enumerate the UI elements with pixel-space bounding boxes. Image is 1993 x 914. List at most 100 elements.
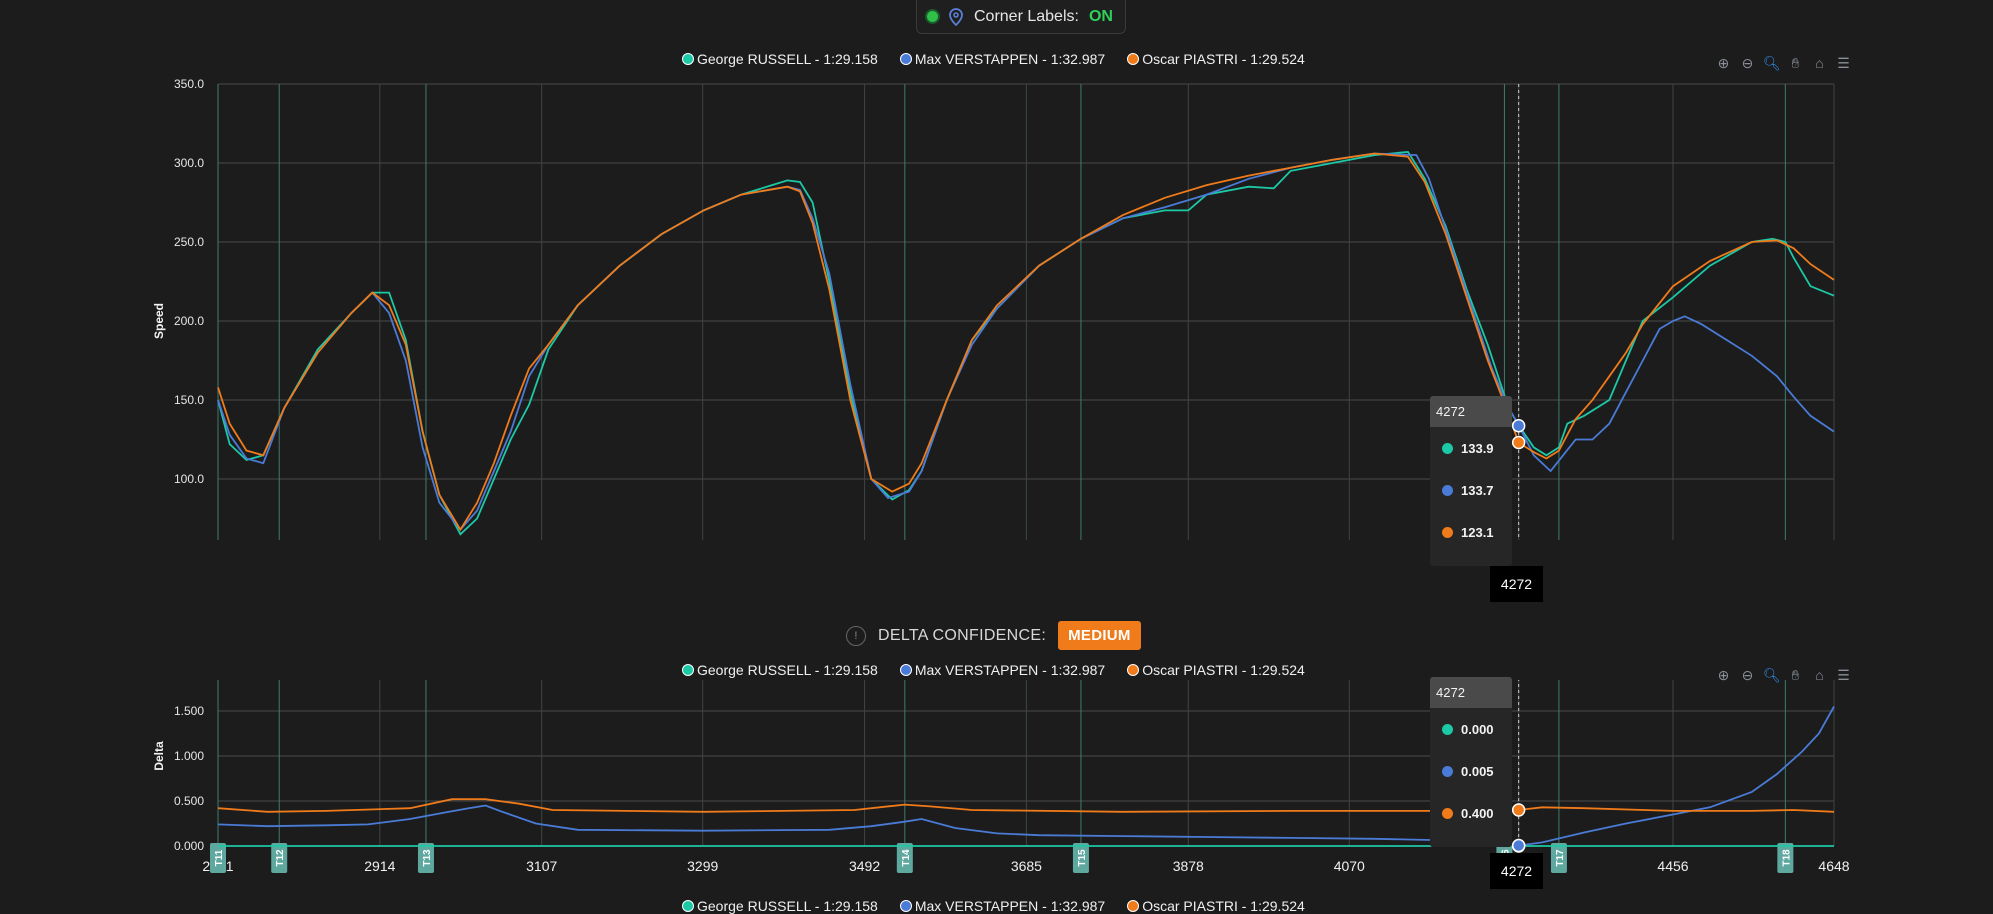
speed-crosshair-x-label: 4272: [1490, 566, 1543, 602]
corner-badge: [1072, 843, 1089, 873]
delta-tooltip: 4272 0.000 0.005 0.400: [1430, 677, 1512, 847]
corner-labels-label: Corner Labels:: [974, 7, 1079, 25]
corner-badge: [1777, 843, 1794, 873]
tooltip-value: 0.000: [1461, 721, 1494, 737]
tooltip-swatch: [1442, 807, 1453, 819]
corner-badge: [1550, 843, 1567, 873]
tooltip-value: 123.1: [1461, 524, 1494, 540]
y-axis-title: Delta: [152, 741, 166, 771]
legend-item-verstappen[interactable]: Max VERSTAPPEN - 1:32.987: [899, 51, 1106, 67]
delta-chart-toolbar: ⊕ ⊖ 🔍︎ ✋︎ ⌂ ☰: [1715, 667, 1852, 684]
legend-swatch: [682, 53, 694, 65]
y-tick-label: 200.0: [174, 314, 204, 328]
legend-item-piastri[interactable]: Oscar PIASTRI - 1:29.524: [1127, 898, 1305, 914]
delta-confidence-label: DELTA CONFIDENCE:: [878, 626, 1047, 644]
info-icon[interactable]: !: [846, 625, 866, 646]
tooltip-swatch: [1442, 442, 1453, 454]
tooltip-swatch: [1442, 765, 1453, 777]
tooltip-value: 133.9: [1461, 440, 1494, 456]
series-line-2: [217, 152, 1835, 532]
legend-swatch: [1127, 900, 1140, 912]
y-tick-label: 1.000: [174, 749, 204, 763]
corner-labels-toggle[interactable]: Corner Labels: ON: [916, 0, 1126, 34]
legend-item-verstappen[interactable]: Max VERSTAPPEN - 1:32.987: [899, 662, 1106, 678]
legend-label: Max VERSTAPPEN - 1:32.987: [914, 662, 1106, 678]
corner-label: T11: [214, 849, 225, 866]
home-icon[interactable]: ⌂: [1815, 55, 1824, 71]
tooltip-row-verstappen: 133.7: [1430, 469, 1512, 511]
crosshair-marker: [1511, 838, 1526, 853]
legend-swatch: [1127, 53, 1140, 65]
x-tick-label: 4456: [1657, 858, 1688, 874]
delta-confidence-badge: MEDIUM: [1058, 621, 1141, 650]
series-line-2: [217, 706, 1835, 847]
x-tick-label: 3299: [687, 858, 718, 874]
corner-badge: [271, 843, 288, 873]
speed-chart[interactable]: 350.0300.0250.0200.0150.0100.050.0272129…: [0, 60, 1993, 540]
tooltip-swatch: [1442, 526, 1453, 538]
legend-label: George RUSSELL - 1:29.158: [697, 898, 878, 914]
legend-item-russell[interactable]: George RUSSELL - 1:29.158: [682, 51, 878, 67]
legend-label: Oscar PIASTRI - 1:29.524: [1142, 898, 1305, 914]
x-tick-label: 4070: [1334, 858, 1365, 874]
menu-icon[interactable]: ☰: [1837, 55, 1850, 71]
tooltip-value: 133.7: [1461, 482, 1494, 498]
legend-item-piastri[interactable]: Oscar PIASTRI - 1:29.524: [1127, 662, 1305, 678]
tooltip-swatch: [1442, 723, 1453, 735]
legend-label: Oscar PIASTRI - 1:29.524: [1142, 51, 1305, 67]
pan-hand-icon[interactable]: ✋︎: [1791, 667, 1800, 683]
menu-icon[interactable]: ☰: [1837, 667, 1850, 683]
tooltip-row-piastri: 0.400: [1430, 792, 1512, 834]
series-line-3: [217, 798, 1835, 813]
corner-badge: [896, 843, 913, 873]
legend-item-verstappen[interactable]: Max VERSTAPPEN - 1:32.987: [899, 898, 1106, 914]
y-tick-label: 300.0: [174, 156, 204, 170]
tooltip-row-piastri: 123.1: [1430, 511, 1512, 553]
y-tick-label: 0.000: [174, 839, 204, 853]
magnifier-icon[interactable]: 🔍︎: [1763, 55, 1781, 71]
legend-swatch: [682, 900, 694, 912]
crosshair-marker: [1511, 435, 1526, 450]
magnifier-icon[interactable]: 🔍︎: [1763, 667, 1781, 683]
legend-label: Max VERSTAPPEN - 1:32.987: [914, 51, 1106, 67]
delta-legend: George RUSSELL - 1:29.158 Max VERSTAPPEN…: [682, 662, 1305, 678]
zoom-in-icon[interactable]: ⊕: [1717, 667, 1730, 683]
y-tick-label: 1.500: [174, 704, 204, 718]
tooltip-row-russell: 0.000: [1430, 708, 1512, 750]
tooltip-swatch: [1442, 484, 1453, 496]
x-tick-label: 3878: [1173, 858, 1204, 874]
tooltip-header: 4272: [1430, 677, 1512, 708]
y-axis-title: Speed: [152, 303, 166, 339]
delta-chart[interactable]: 2.0001.5001.0000.5000.000272129143107329…: [0, 680, 1993, 910]
corner-badge: [210, 843, 226, 873]
corner-label: T17: [1555, 849, 1566, 867]
tooltip-row-russell: 133.9: [1430, 427, 1512, 469]
speed-chart-toolbar: ⊕ ⊖ 🔍︎ ✋︎ ⌂ ☰: [1715, 55, 1852, 72]
tooltip-row-verstappen: 0.005: [1430, 750, 1512, 792]
y-tick-label: 250.0: [174, 235, 204, 249]
corner-label: T14: [901, 849, 912, 867]
speed-legend: George RUSSELL - 1:29.158 Max VERSTAPPEN…: [682, 51, 1305, 67]
zoom-out-icon[interactable]: ⊖: [1741, 667, 1754, 683]
y-tick-label: 100.0: [174, 472, 204, 486]
x-tick-label: 3492: [849, 858, 880, 874]
legend-swatch: [682, 664, 694, 676]
zoom-out-icon[interactable]: ⊖: [1741, 55, 1754, 71]
legend-swatch: [1127, 664, 1140, 676]
third-panel-legend: George RUSSELL - 1:29.158 Max VERSTAPPEN…: [682, 898, 1305, 914]
legend-item-russell[interactable]: George RUSSELL - 1:29.158: [682, 662, 878, 678]
legend-item-russell[interactable]: George RUSSELL - 1:29.158: [682, 898, 878, 914]
legend-swatch: [899, 664, 912, 676]
zoom-in-icon[interactable]: ⊕: [1717, 55, 1730, 71]
x-tick-label: 4648: [1818, 858, 1849, 874]
crosshair-marker: [1511, 419, 1526, 433]
legend-swatch: [899, 900, 912, 912]
x-tick-label: 3685: [1011, 858, 1042, 874]
home-icon[interactable]: ⌂: [1815, 667, 1824, 683]
legend-item-piastri[interactable]: Oscar PIASTRI - 1:29.524: [1127, 51, 1305, 67]
legend-label: Max VERSTAPPEN - 1:32.987: [914, 898, 1106, 914]
tooltip-value: 0.400: [1461, 805, 1494, 821]
pan-hand-icon[interactable]: ✋︎: [1791, 55, 1800, 71]
legend-label: George RUSSELL - 1:29.158: [697, 662, 878, 678]
tooltip-header: 4272: [1430, 396, 1512, 427]
